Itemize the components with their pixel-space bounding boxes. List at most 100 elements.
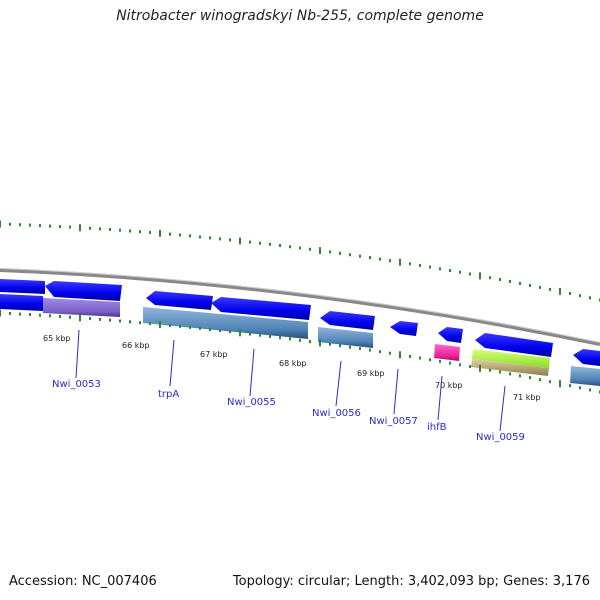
minor-tick [489,368,491,372]
minor-tick [279,336,281,340]
minor-tick [359,254,361,258]
minor-tick [119,319,121,323]
gene-arrows [0,279,600,366]
minor-tick [299,338,301,342]
gene-label[interactable]: trpA [158,389,179,400]
minor-tick [439,267,441,271]
major-tick [479,364,481,372]
cds-band[interactable] [570,366,600,386]
minor-tick [229,238,231,242]
cds-band[interactable] [0,294,43,311]
cds-band[interactable] [143,307,308,339]
gene-arrow[interactable] [0,279,45,294]
minor-tick [329,250,331,254]
minor-tick [249,240,251,244]
minor-tick [419,263,421,267]
minor-tick [99,227,101,231]
gene-labels: Nwi_0053 trpA Nwi_0055 Nwi_0056 Nwi_0057… [52,379,525,443]
minor-tick [229,330,231,334]
minor-tick [389,259,391,263]
major-tick [159,229,161,237]
gene-arrow[interactable] [211,297,311,320]
minor-tick [129,320,131,324]
minor-tick [179,233,181,237]
minor-tick [589,388,591,392]
minor-tick [329,342,331,346]
minor-tick [439,359,441,363]
minor-tick [519,281,521,285]
minor-tick [219,237,221,241]
minor-tick [509,372,511,376]
minor-tick [489,276,491,280]
minor-tick [9,312,11,315]
minor-tick [469,365,471,369]
minor-tick [549,287,551,291]
minor-tick [539,285,541,289]
minor-tick [269,242,271,246]
gene-arrow[interactable] [45,281,122,301]
major-tick [319,247,321,255]
genome-backbone [0,268,600,346]
cds-band[interactable] [472,349,550,368]
leader-line [499,385,506,432]
minor-tick [169,232,171,236]
gene-arrow[interactable] [475,333,553,357]
minor-tick [149,322,151,326]
cds-bands [0,294,600,386]
minor-tick [589,296,591,300]
gene-arrow[interactable] [390,321,418,336]
cds-band[interactable] [471,359,549,376]
minor-tick [409,354,411,358]
gene-arrow[interactable] [146,291,213,310]
gene-label[interactable]: Nwi_0059 [476,432,525,443]
minor-tick [29,223,31,227]
minor-tick [579,386,581,390]
minor-tick [169,323,171,327]
minor-tick [349,345,351,349]
minor-tick [109,228,111,231]
major-tick [399,351,401,359]
cds-band[interactable] [43,298,120,317]
minor-tick [449,269,451,272]
inner-tick-ring [0,309,600,394]
minor-tick [59,225,61,229]
cds-band[interactable] [318,327,373,348]
minor-tick [109,318,111,322]
accession-text: Accession: NC_007406 [9,574,157,589]
minor-tick [429,358,431,362]
genome-summary-text: Topology: circular; Length: 3,402,093 bp… [232,574,590,589]
major-tick [239,237,241,245]
minor-tick [49,314,51,318]
gene-label[interactable]: Nwi_0056 [312,408,361,419]
minor-tick [569,292,571,295]
gene-label[interactable]: ihfB [427,422,447,433]
major-tick [159,321,161,328]
cds-band[interactable] [434,344,460,361]
gene-arrow[interactable] [573,349,600,366]
kbp-label: 70 kbp [435,381,463,390]
minor-tick [269,334,271,338]
gene-label[interactable]: Nwi_0057 [369,416,418,427]
minor-tick [499,278,501,282]
minor-tick [299,246,301,250]
major-tick [399,258,401,266]
minor-tick [19,223,21,227]
minor-tick [119,228,121,232]
kbp-label: 67 kbp [200,350,228,359]
minor-tick [69,225,71,229]
minor-tick [279,244,281,247]
minor-tick [459,363,461,367]
gene-arrow[interactable] [320,311,375,330]
gene-label[interactable]: Nwi_0055 [227,397,276,408]
minor-tick [39,224,41,228]
gene-arrow[interactable] [438,327,463,343]
minor-tick [189,325,191,329]
minor-tick [219,329,221,333]
minor-tick [259,241,261,245]
minor-tick [69,315,71,319]
minor-tick [339,344,341,348]
minor-tick [179,324,181,328]
gene-label[interactable]: Nwi_0053 [52,379,101,390]
kbp-label: 65 kbp [43,334,71,343]
